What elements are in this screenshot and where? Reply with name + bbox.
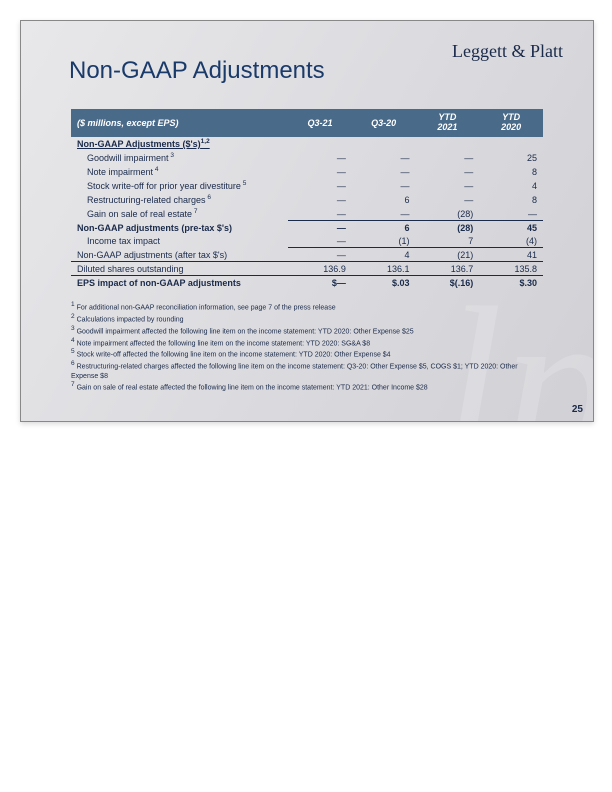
cell: — xyxy=(288,207,352,221)
footnote: 3 Goodwill impairment affected the follo… xyxy=(71,325,543,337)
cell: — xyxy=(479,207,543,221)
col-ytd2021: YTD2021 xyxy=(416,109,480,137)
footnote: 4 Note impairment affected the following… xyxy=(71,337,543,349)
row-label: Restructuring-related charges 6 xyxy=(71,193,288,207)
cell: 7 xyxy=(416,234,480,248)
row-label: Income tax impact xyxy=(71,234,288,248)
cell: 8 xyxy=(479,165,543,179)
cell: 41 xyxy=(479,248,543,262)
cell: (28) xyxy=(416,207,480,221)
cell: (4) xyxy=(479,234,543,248)
cell: 136.1 xyxy=(352,262,416,276)
cell: $(.16) xyxy=(416,276,480,290)
row-label: Gain on sale of real estate 7 xyxy=(71,207,288,221)
table-row: Income tax impact—(1)7(4) xyxy=(71,234,543,248)
col-q320: Q3-20 xyxy=(352,109,416,137)
cell: 25 xyxy=(479,151,543,165)
footnote: 6 Restructuring-related charges affected… xyxy=(71,360,543,381)
cell: 136.7 xyxy=(416,262,480,276)
footnote: 7 Gain on sale of real estate affected t… xyxy=(71,381,543,393)
cell: — xyxy=(288,234,352,248)
cell: 136.9 xyxy=(288,262,352,276)
cell: — xyxy=(288,221,352,235)
section-header: Non-GAAP Adjustments ($'s)1,2 xyxy=(71,137,543,151)
cell: 4 xyxy=(352,248,416,262)
cell: — xyxy=(288,193,352,207)
table-row: Gain on sale of real estate 7——(28)— xyxy=(71,207,543,221)
footnote: 1 For additional non-GAAP reconciliation… xyxy=(71,301,543,313)
cell: — xyxy=(352,151,416,165)
footnote: 5 Stock write-off affected the following… xyxy=(71,348,543,360)
table-row: Non-GAAP adjustments (pre-tax $'s)—6(28)… xyxy=(71,221,543,235)
cell: — xyxy=(352,207,416,221)
cell: $.30 xyxy=(479,276,543,290)
cell: 6 xyxy=(352,221,416,235)
table-header-row: ($ millions, except EPS) Q3-21 Q3-20 YTD… xyxy=(71,109,543,137)
table-row: EPS impact of non-GAAP adjustments$—$.03… xyxy=(71,276,543,290)
footnotes: 1 For additional non-GAAP reconciliation… xyxy=(71,301,543,393)
table-row: Goodwill impairment 3———25 xyxy=(71,151,543,165)
cell: — xyxy=(288,165,352,179)
cell: (21) xyxy=(416,248,480,262)
header-label: ($ millions, except EPS) xyxy=(71,109,288,137)
cell: (1) xyxy=(352,234,416,248)
cell: — xyxy=(352,165,416,179)
row-label: Diluted shares outstanding xyxy=(71,262,288,276)
col-ytd2020: YTD2020 xyxy=(479,109,543,137)
cell: — xyxy=(288,248,352,262)
cell: — xyxy=(352,179,416,193)
row-label: Non-GAAP adjustments (after tax $'s) xyxy=(71,248,288,262)
row-label: Note impairment 4 xyxy=(71,165,288,179)
table-row: Stock write-off for prior year divestitu… xyxy=(71,179,543,193)
slide-title: Non-GAAP Adjustments xyxy=(69,57,325,85)
brand-logo: Leggett & Platt xyxy=(452,41,563,62)
cell: 8 xyxy=(479,193,543,207)
table-row: Diluted shares outstanding136.9136.1136.… xyxy=(71,262,543,276)
cell: — xyxy=(288,151,352,165)
row-label: EPS impact of non-GAAP adjustments xyxy=(71,276,288,290)
cell: — xyxy=(288,179,352,193)
row-label: Goodwill impairment 3 xyxy=(71,151,288,165)
row-label: Non-GAAP adjustments (pre-tax $'s) xyxy=(71,221,288,235)
table-row: Note impairment 4———8 xyxy=(71,165,543,179)
footnote: 2 Calculations impacted by rounding xyxy=(71,313,543,325)
cell: 6 xyxy=(352,193,416,207)
row-label: Stock write-off for prior year divestitu… xyxy=(71,179,288,193)
table-row: Non-GAAP adjustments (after tax $'s)—4(2… xyxy=(71,248,543,262)
cell: $.03 xyxy=(352,276,416,290)
cell: 135.8 xyxy=(479,262,543,276)
cell: 45 xyxy=(479,221,543,235)
cell: $— xyxy=(288,276,352,290)
col-q321: Q3-21 xyxy=(288,109,352,137)
cell: 4 xyxy=(479,179,543,193)
cell: — xyxy=(416,151,480,165)
adjustments-table: ($ millions, except EPS) Q3-21 Q3-20 YTD… xyxy=(71,109,543,289)
cell: — xyxy=(416,179,480,193)
slide: lp Leggett & Platt Non-GAAP Adjustments … xyxy=(20,20,594,422)
table-row: Restructuring-related charges 6—6—8 xyxy=(71,193,543,207)
cell: — xyxy=(416,165,480,179)
cell: — xyxy=(416,193,480,207)
cell: (28) xyxy=(416,221,480,235)
page-number: 25 xyxy=(572,404,583,415)
content: ($ millions, except EPS) Q3-21 Q3-20 YTD… xyxy=(71,109,543,393)
